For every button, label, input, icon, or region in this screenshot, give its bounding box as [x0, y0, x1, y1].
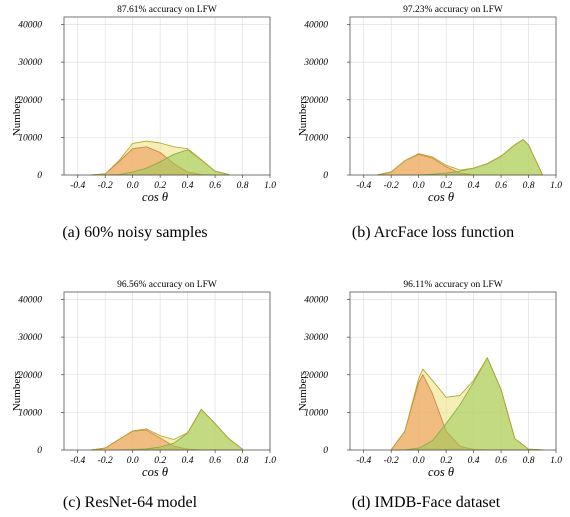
- y-tick-label: 0: [323, 446, 328, 456]
- x-tick-label: -0.2: [384, 181, 399, 191]
- x-tick-label: 0.6: [209, 456, 221, 466]
- x-tick-label: -0.4: [356, 456, 371, 466]
- x-tick-label: 1.0: [550, 181, 562, 191]
- y-tick-label: 40000: [18, 296, 42, 306]
- x-tick-label: 0.2: [154, 181, 166, 191]
- x-tick-label: 0.0: [413, 456, 425, 466]
- x-tick-label: 0.6: [495, 456, 507, 466]
- y-tick-label: 40000: [304, 21, 328, 31]
- x-tick-label: 0.2: [440, 181, 452, 191]
- series-area-2: [91, 408, 243, 451]
- y-axis-label: Numbers: [297, 371, 309, 411]
- x-tick-label: 0.4: [468, 181, 480, 191]
- series-area-2: [390, 357, 543, 451]
- x-tick-label: -0.4: [356, 181, 371, 191]
- y-tick-label: 30000: [303, 333, 328, 343]
- axes-frame: [63, 16, 271, 176]
- x-tick-label: 0.4: [182, 181, 194, 191]
- figure-caption: (b) ArcFace loss function: [352, 224, 514, 241]
- y-axis-label: Numbers: [11, 96, 23, 136]
- chart-panel-2: -0.4 -0.2 0.0 0.2 0.4 0.6 0.8 1.0 0 10000 20000 300…: [11, 280, 276, 511]
- y-tick-label: 10000: [18, 133, 42, 143]
- chart-panel-0: -0.4 -0.2 0.0 0.2 0.4 0.6 0.8 1.0 0 10000 20000 300…: [11, 5, 276, 241]
- y-tick-label: 20000: [18, 96, 42, 106]
- y-tick-label: 10000: [304, 408, 328, 418]
- x-axis-label: cos θ: [428, 190, 454, 204]
- y-tick-label: 10000: [304, 133, 328, 143]
- y-axis-label: Numbers: [297, 96, 309, 136]
- axes-frame: [349, 16, 557, 176]
- x-tick-label: 0.8: [237, 181, 249, 191]
- x-tick-label: 0.0: [127, 456, 139, 466]
- x-tick-label: 0.8: [523, 181, 535, 191]
- y-tick-label: 10000: [18, 408, 42, 418]
- chart-panel-3: -0.4 -0.2 0.0 0.2 0.4 0.6 0.8 1.0 0 10000 20000 300…: [297, 280, 562, 511]
- y-tick-label: 0: [323, 171, 328, 181]
- axes-frame: [63, 291, 271, 451]
- x-tick-label: 1.0: [550, 456, 562, 466]
- x-tick-label: 1.0: [264, 456, 276, 466]
- figure-caption: (c) ResNet-64 model: [63, 494, 198, 511]
- x-tick-label: 0.2: [154, 456, 166, 466]
- x-tick-label: 0.0: [413, 181, 425, 191]
- chart-title: 96.56% accuracy on LFW: [117, 280, 217, 290]
- y-tick-label: 20000: [304, 371, 328, 381]
- y-tick-label: 0: [37, 171, 42, 181]
- x-tick-label: 0.4: [182, 456, 194, 466]
- y-tick-label: 20000: [304, 96, 328, 106]
- axes-frame: [349, 291, 557, 451]
- x-tick-label: 0.6: [209, 181, 221, 191]
- chart-title: 96.11% accuracy on LFW: [403, 280, 502, 290]
- x-tick-label: 0.4: [468, 456, 480, 466]
- x-tick-label: -0.4: [70, 456, 85, 466]
- x-tick-label: 0.6: [495, 181, 507, 191]
- figure-caption: (d) IMDB-Face dataset: [352, 494, 501, 511]
- x-tick-label: 0.2: [440, 456, 452, 466]
- x-tick-label: 0.8: [523, 456, 535, 466]
- x-axis-label: cos θ: [142, 190, 168, 204]
- chart-title: 97.23% accuracy on LFW: [403, 5, 503, 15]
- y-tick-label: 20000: [18, 371, 42, 381]
- y-axis-label: Numbers: [11, 371, 23, 411]
- y-tick-label: 40000: [304, 296, 328, 306]
- figure-caption: (a) 60% noisy samples: [62, 224, 207, 241]
- chart-panel-1: -0.4 -0.2 0.0 0.2 0.4 0.6 0.8 1.0 0 10000 20000 300…: [297, 5, 562, 241]
- x-tick-label: 0.0: [127, 181, 139, 191]
- x-tick-label: -0.2: [98, 456, 113, 466]
- x-tick-label: 1.0: [264, 181, 276, 191]
- y-tick-label: 30000: [17, 58, 42, 68]
- x-axis-label: cos θ: [142, 465, 168, 479]
- x-axis-label: cos θ: [428, 465, 454, 479]
- series-area-2: [377, 139, 543, 176]
- x-tick-label: 0.8: [237, 456, 249, 466]
- chart-title: 87.61% accuracy on LFW: [117, 5, 217, 15]
- x-tick-label: -0.4: [70, 181, 85, 191]
- y-tick-label: 30000: [303, 58, 328, 68]
- y-tick-label: 40000: [18, 21, 42, 31]
- plot-area: [64, 292, 270, 450]
- x-tick-label: -0.2: [98, 181, 113, 191]
- y-tick-label: 0: [37, 446, 42, 456]
- x-tick-label: -0.2: [384, 456, 399, 466]
- y-tick-label: 30000: [17, 333, 42, 343]
